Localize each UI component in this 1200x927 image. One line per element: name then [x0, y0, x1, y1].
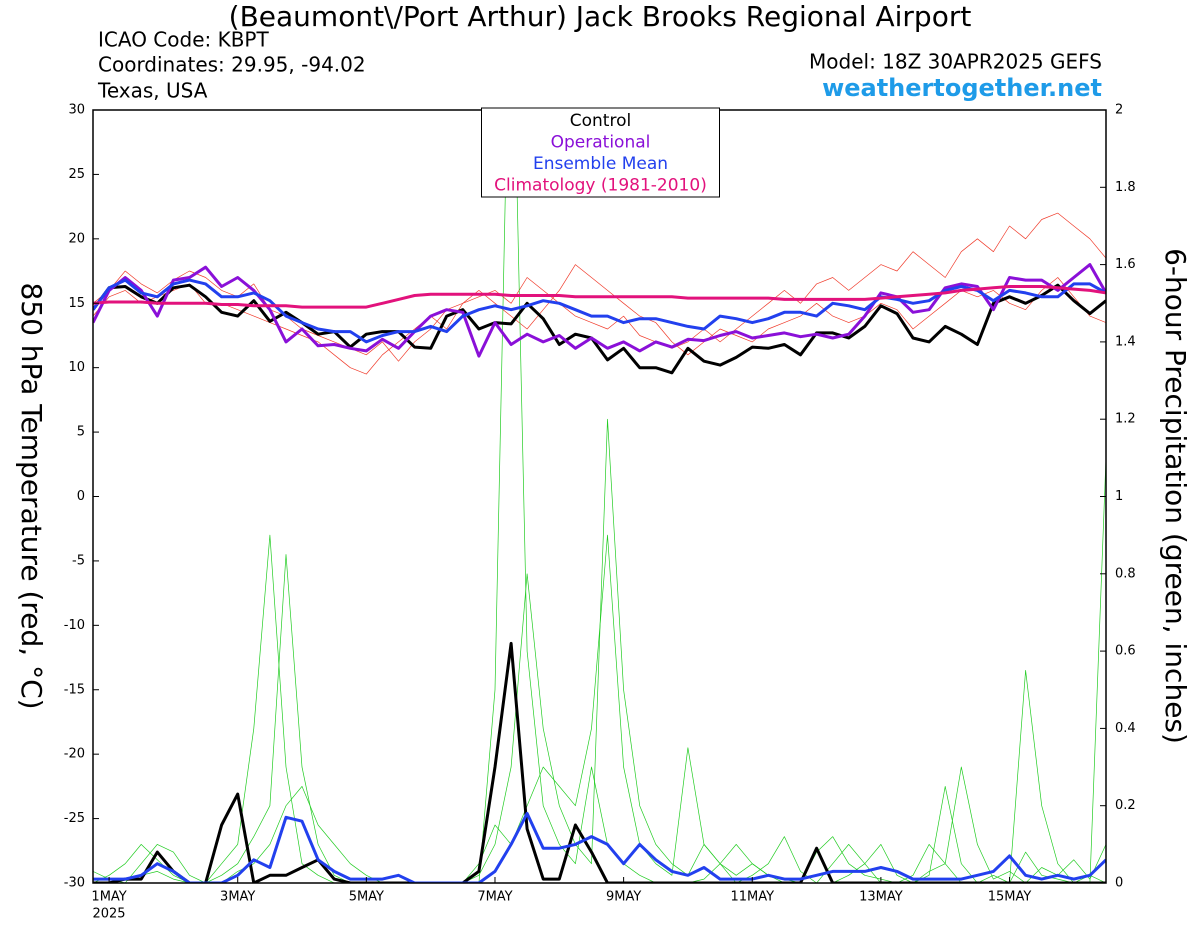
data-line	[93, 278, 1106, 344]
y2-tick-label: 0.8	[1115, 566, 1136, 581]
plot-frame	[92, 109, 1107, 884]
y-tick-label: 25	[68, 167, 85, 182]
data-line	[93, 811, 1106, 883]
data-line	[93, 534, 1106, 883]
data-line	[93, 264, 1106, 375]
y2-tick-label: 1.2	[1115, 412, 1136, 427]
y-tick-label: 10	[68, 360, 85, 375]
legend-entry: Climatology (1981-2010)	[494, 176, 707, 196]
data-line	[93, 263, 1106, 358]
y2-tick-label: 1.6	[1115, 257, 1136, 272]
y2-tick-label: 0.2	[1115, 798, 1136, 813]
x-tick-label: 15MAY	[988, 890, 1032, 905]
y-tick-label: 15	[68, 296, 85, 311]
chart-title: (Beaumont\/Port Arthur) Jack Brooks Regi…	[229, 0, 972, 33]
x-tick-label: 11MAY	[730, 890, 774, 905]
legend-entry: Ensemble Mean	[533, 154, 668, 174]
legend-box	[481, 107, 720, 198]
y-tick-label: 20	[68, 231, 85, 246]
y2-tick-label: 0	[1115, 876, 1123, 891]
location: Texas, USA	[97, 79, 208, 103]
y-tick-label: 30	[68, 103, 85, 118]
coordinates: Coordinates: 29.95, -94.02	[98, 53, 366, 77]
y2-tick-label: 0.4	[1115, 721, 1136, 736]
y-tick-label: -15	[64, 682, 85, 697]
model: Model: 18Z 30APR2025 GEFS	[809, 50, 1102, 74]
x-tick-label: 5MAY	[349, 890, 384, 905]
x-tick-label: 3MAY	[220, 890, 255, 905]
legend-entry: Control	[570, 111, 631, 131]
y-tick-label: -10	[64, 618, 85, 633]
data-line	[93, 283, 1106, 375]
y-tick-label: -30	[64, 876, 85, 891]
x-tick-label: 9MAY	[606, 890, 641, 905]
y-tick-label: -20	[64, 747, 85, 762]
y2-tick-label: 1.8	[1115, 180, 1136, 195]
website: weathertogether.net	[822, 74, 1102, 102]
y-tick-label: -5	[72, 553, 85, 568]
y2-tick-label: 2	[1115, 103, 1123, 118]
y-axis-label: 850 hPa Temperature (red, °C)	[15, 282, 48, 709]
y-tick-label: -25	[64, 811, 85, 826]
data-line	[93, 418, 1106, 883]
y2-tick-label: 0.6	[1115, 644, 1136, 659]
y-tick-label: 0	[77, 489, 85, 504]
x-tick-label: 1MAY	[91, 890, 126, 905]
data-line	[93, 110, 1106, 883]
x-tick-label: 7MAY	[477, 890, 512, 905]
y2-tick-label: 1	[1115, 489, 1123, 504]
plot-lines	[93, 110, 1106, 883]
y2-axis-label: 6-hour Precipitation (green, inches)	[1159, 248, 1192, 744]
y-tick-label: 5	[77, 425, 85, 440]
legend-entry: Operational	[551, 133, 651, 153]
data-line	[93, 641, 1106, 883]
x-tick-label: 13MAY	[859, 890, 903, 905]
x-year-label: 2025	[92, 907, 125, 922]
y2-tick-label: 1.4	[1115, 334, 1136, 349]
data-line	[93, 285, 1106, 309]
icao: ICAO Code: KBPT	[98, 28, 269, 52]
